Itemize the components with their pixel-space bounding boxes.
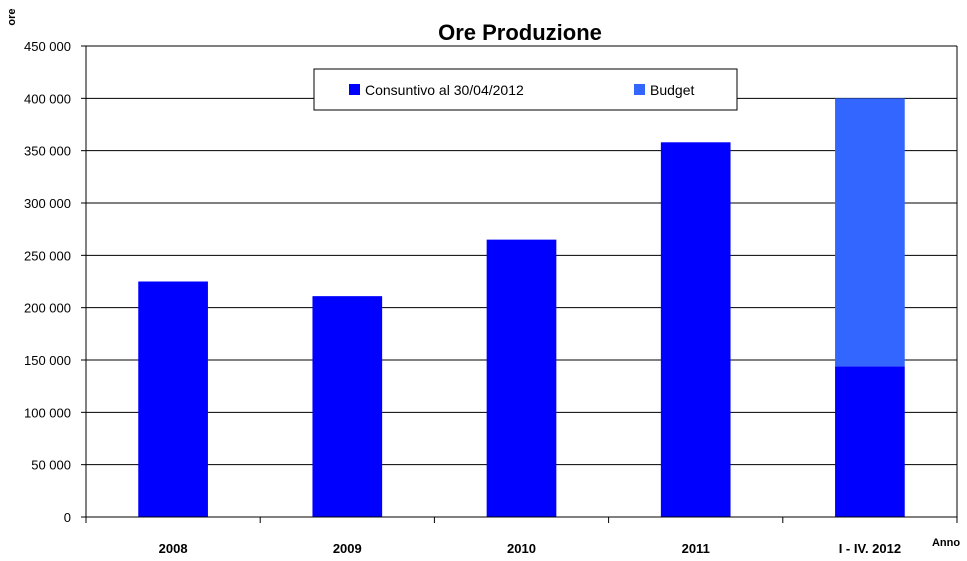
bar-consuntivo-4 <box>835 366 905 517</box>
legend-label-consuntivo: Consuntivo al 30/04/2012 <box>365 82 524 98</box>
y-tick-label: 0 <box>64 510 71 525</box>
y-tick-label: 250 000 <box>24 248 71 263</box>
legend: Consuntivo al 30/04/2012 Budget <box>313 68 738 111</box>
y-tick-label: 400 000 <box>24 91 71 106</box>
legend-swatch-budget <box>634 84 645 95</box>
y-tick-label: 150 000 <box>24 353 71 368</box>
bar-consuntivo-2 <box>486 239 557 517</box>
bar-consuntivo-3 <box>660 142 731 517</box>
y-tick-label: 350 000 <box>24 144 71 159</box>
y-tick-label: 300 000 <box>24 196 71 211</box>
x-tick-labels: 2008 2009 2010 2011 I - IV. 2012 <box>159 541 901 556</box>
y-tick-labels: 0 50 000 100 000 150 000 200 000 250 000 300 0… <box>24 39 71 525</box>
x-tick-label: 2010 <box>507 541 536 556</box>
y-tick-label: 200 000 <box>24 301 71 316</box>
axes <box>81 45 958 523</box>
y-tick-label: 100 000 <box>24 405 71 420</box>
y-tick-label: 450 000 <box>24 39 71 54</box>
bar-consuntivo-1 <box>312 296 383 517</box>
legend-label-budget: Budget <box>650 82 694 98</box>
x-tick-label: 2008 <box>159 541 188 556</box>
bar-budget-4 <box>835 98 905 367</box>
bars <box>138 98 905 517</box>
x-tick-label: I - IV. 2012 <box>839 541 901 556</box>
x-tick-label: 2009 <box>333 541 362 556</box>
legend-box <box>313 68 738 111</box>
legend-swatch-consuntivo <box>349 84 360 95</box>
y-axis-label: ore <box>6 8 18 25</box>
bar-consuntivo-0 <box>138 281 208 517</box>
x-tick-label: 2011 <box>682 541 710 556</box>
y-tick-label: 50 000 <box>31 458 71 473</box>
chart-title: Ore Produzione <box>438 20 602 45</box>
x-axis-label: Anno <box>932 537 960 549</box>
